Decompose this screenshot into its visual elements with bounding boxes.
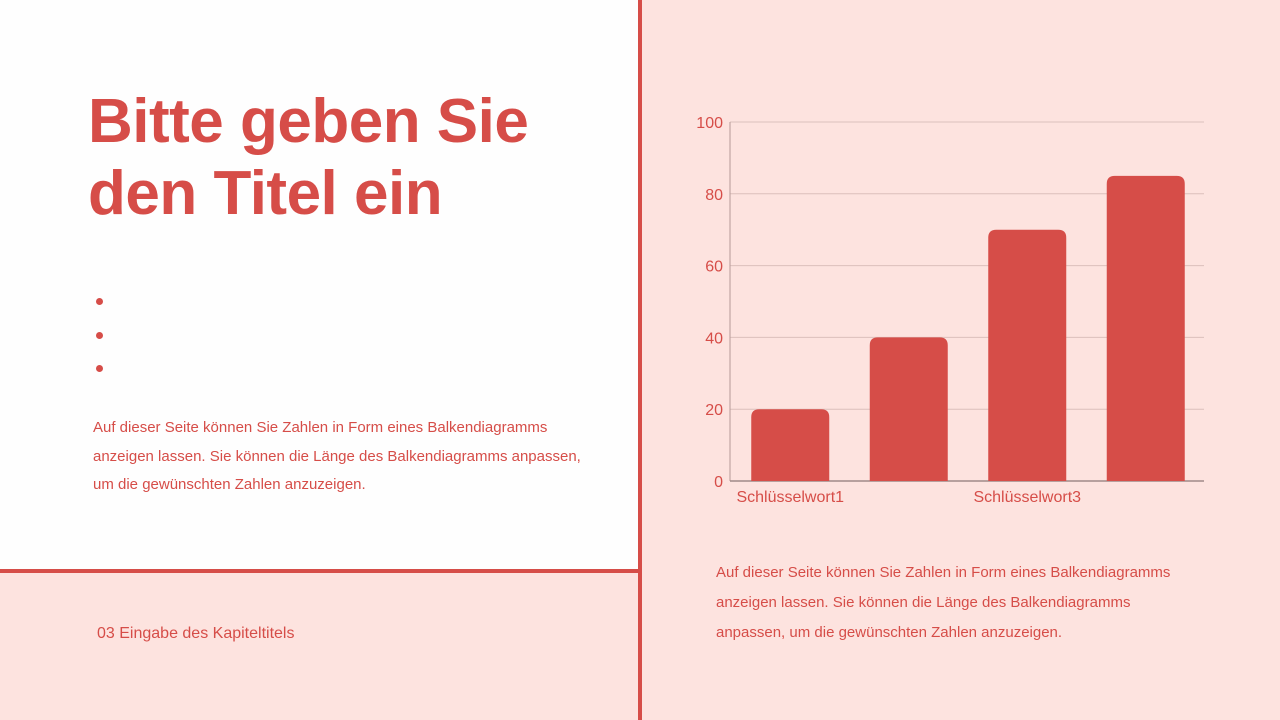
- y-tick-label: 0: [714, 474, 723, 491]
- x-tick-label: Schlüsselwort3: [973, 489, 1081, 506]
- chapter-title: 03 Eingabe des Kapiteltitels: [97, 625, 295, 642]
- left-description: Auf dieser Seite können Sie Zahlen in Fo…: [93, 419, 581, 493]
- bar: [869, 337, 948, 481]
- x-tick-label: Schlüsselwort1: [736, 489, 844, 506]
- bar: [1106, 175, 1185, 481]
- bullet-list: [96, 298, 103, 399]
- bar: [751, 409, 830, 481]
- bar: [988, 229, 1067, 481]
- left-panel: [0, 0, 638, 569]
- y-tick-label: 40: [705, 330, 723, 347]
- slide-title: Bitte geben Sie den Titel ein: [88, 87, 529, 228]
- y-tick-label: 80: [705, 187, 723, 204]
- bullet-item: [96, 331, 103, 339]
- y-tick-label: 100: [696, 115, 723, 132]
- y-tick-label: 60: [705, 259, 723, 276]
- bullet-item: [96, 298, 103, 305]
- right-description: Auf dieser Seite können Sie Zahlen in Fo…: [716, 564, 1171, 641]
- bullet-item: [96, 365, 103, 372]
- horizontal-divider: [0, 569, 638, 573]
- vertical-divider: [638, 0, 642, 720]
- y-tick-label: 20: [705, 402, 723, 419]
